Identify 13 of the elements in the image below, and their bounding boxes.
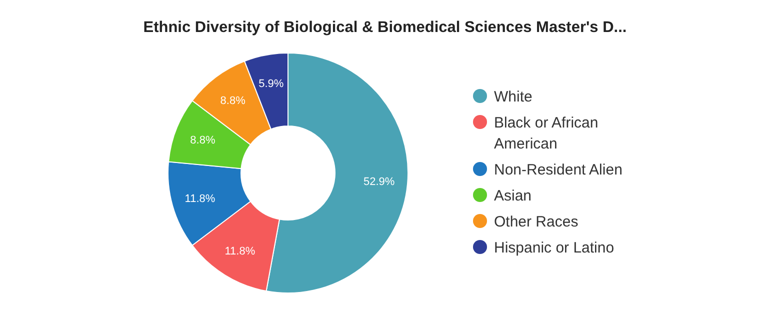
legend-label: Hispanic or Latino — [494, 239, 614, 256]
data-label: 8.8% — [220, 94, 246, 107]
chart-title: Ethnic Diversity of Biological & Biomedical Sciences Master's D... — [143, 19, 627, 36]
legend-label: Black or African American — [494, 114, 598, 152]
legend-label: Non-Resident Alien — [494, 161, 622, 178]
data-label: 52.9% — [364, 176, 395, 188]
data-label: 11.8% — [224, 246, 256, 258]
legend-label: White — [494, 88, 532, 106]
data-label: 5.9% — [258, 78, 284, 90]
data-label: 11.8% — [184, 192, 216, 205]
legend-label: Other Races — [494, 213, 578, 230]
legend-label: Asian — [494, 187, 532, 204]
data-label: 8.8% — [190, 134, 216, 147]
